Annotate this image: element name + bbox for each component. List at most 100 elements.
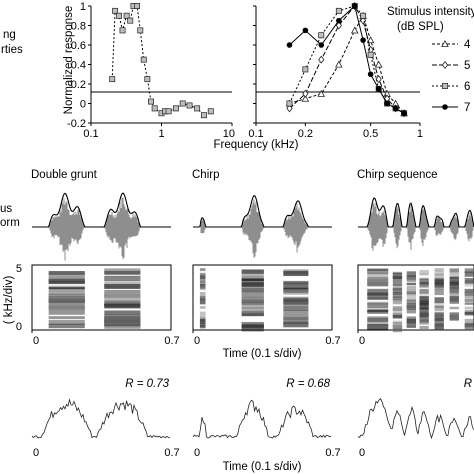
spectrogram-energy [449, 268, 459, 273]
spectrogram-energy [283, 301, 309, 308]
spectrogram-energy [392, 314, 403, 319]
spectrogram-energy [283, 289, 309, 295]
spectrogram-energy [464, 297, 474, 301]
spectrogram-energy [48, 271, 85, 275]
data-point [302, 27, 309, 34]
data-point [179, 100, 186, 107]
data-point [367, 71, 374, 78]
column-1: Double grunt 0 0.7 R = 0.73 0 0.7 [31, 169, 180, 459]
spectrogram-energy [449, 306, 459, 310]
legend: Stimulus intensity (dB SPL) 4 5 6 7 [387, 6, 474, 114]
spectrogram-energy [419, 295, 429, 302]
spectrogram-energy [48, 309, 85, 315]
spectrogram-energy [419, 307, 429, 315]
spectrogram-energy [464, 302, 474, 305]
spectrogram-energy [199, 274, 206, 280]
correlation-label: R = 0.73 [125, 378, 169, 390]
spectrogram-energy [449, 312, 459, 317]
spectrogram-energy [241, 322, 264, 325]
spectrogram-energy [241, 303, 264, 309]
spectrogram-energy [464, 290, 474, 296]
spectrogram-energy [464, 306, 474, 309]
spectrogram-energy [283, 322, 309, 325]
spectrogram-energy [241, 299, 264, 305]
spectrogram-energy [392, 294, 403, 299]
spectrogram-energy [199, 305, 206, 309]
spectrogram-energy [392, 276, 403, 284]
spectrogram-energy [48, 323, 85, 329]
spectrogram-energy [199, 311, 206, 319]
legend-label: 4 [464, 39, 471, 51]
legend-label: 5 [464, 60, 470, 72]
spectrogram-energy [464, 325, 474, 328]
stimulus-label-fragment-1: us [0, 203, 12, 215]
data-point [127, 17, 134, 24]
spectrogram-energy [241, 282, 264, 287]
spectrogram-energy [283, 280, 309, 284]
spectrogram-energy [367, 271, 389, 275]
waveform [193, 194, 332, 258]
spectrogram-energy [464, 325, 474, 331]
spectrogram-energy [367, 301, 389, 305]
time-tick-start: 0 [359, 335, 365, 347]
spectrogram-tick-top: 5 [16, 263, 22, 275]
spectrogram-energy [434, 305, 444, 309]
spectrogram-energy [419, 279, 429, 283]
spectrogram-energy [241, 276, 264, 279]
spectrogram-energy [406, 282, 416, 286]
legend-entry: 4 [432, 39, 471, 51]
spectrogram-energy [48, 305, 85, 310]
spectrogram-energy [241, 291, 264, 297]
data-point [172, 105, 179, 112]
spectrogram-energy [241, 278, 264, 285]
spectrogram-energy [283, 282, 309, 289]
spectrogram-energy [283, 306, 309, 311]
spectrogram-energy [434, 279, 444, 286]
spectrogram-energy [199, 272, 206, 279]
spectrogram-energy [449, 281, 459, 286]
spectrogram-energy [241, 285, 264, 291]
spectrogram-tick-bottom: 0 [16, 321, 22, 333]
spectrogram-energy [434, 278, 444, 285]
spectrogram-energy [367, 325, 389, 329]
spectrogram-energy [241, 307, 264, 310]
data-point [335, 60, 343, 68]
data-point [301, 94, 310, 102]
data-point [374, 60, 383, 68]
spectrogram-energy [419, 281, 429, 288]
data-point [286, 42, 293, 48]
spectrogram-energy [48, 319, 85, 325]
x-tick-label: 1 [158, 128, 164, 140]
spectrogram-energy [449, 273, 459, 281]
spectrogram-energy [48, 293, 85, 296]
spectrogram-energy [367, 288, 389, 296]
spectrogram-y-label: ( kHz/div) [3, 276, 15, 325]
spectrogram-energy [449, 295, 459, 301]
response-trace [192, 399, 332, 439]
spectrogram-energy [48, 299, 85, 303]
spectrogram-energy [449, 300, 459, 303]
spectrogram-energy [419, 273, 429, 276]
spectrogram-energy [283, 270, 309, 277]
spectrogram-energy [434, 304, 444, 312]
spectrogram-energy [104, 284, 141, 289]
spectrogram-energy [199, 268, 206, 272]
spectrogram-energy [464, 311, 474, 315]
y-tick-label: -0.2 [67, 118, 86, 130]
spectrogram-energy [406, 285, 416, 291]
spectrogram-energy [367, 268, 389, 271]
spectrogram-energy [392, 312, 403, 317]
column-3: Chirp sequence 0 R 0 [357, 169, 474, 459]
spectrogram-energy [419, 325, 429, 330]
waveform [32, 192, 171, 261]
response-trace [357, 398, 474, 440]
spectrogram-energy [48, 296, 85, 300]
data-point [384, 100, 390, 107]
data-point [144, 76, 151, 83]
data-point [119, 27, 126, 34]
spectrogram-energy [434, 268, 444, 272]
data-point [317, 89, 326, 97]
spectrogram-energy [283, 321, 309, 328]
spectrogram-energy [406, 316, 416, 320]
data-point [375, 86, 382, 92]
